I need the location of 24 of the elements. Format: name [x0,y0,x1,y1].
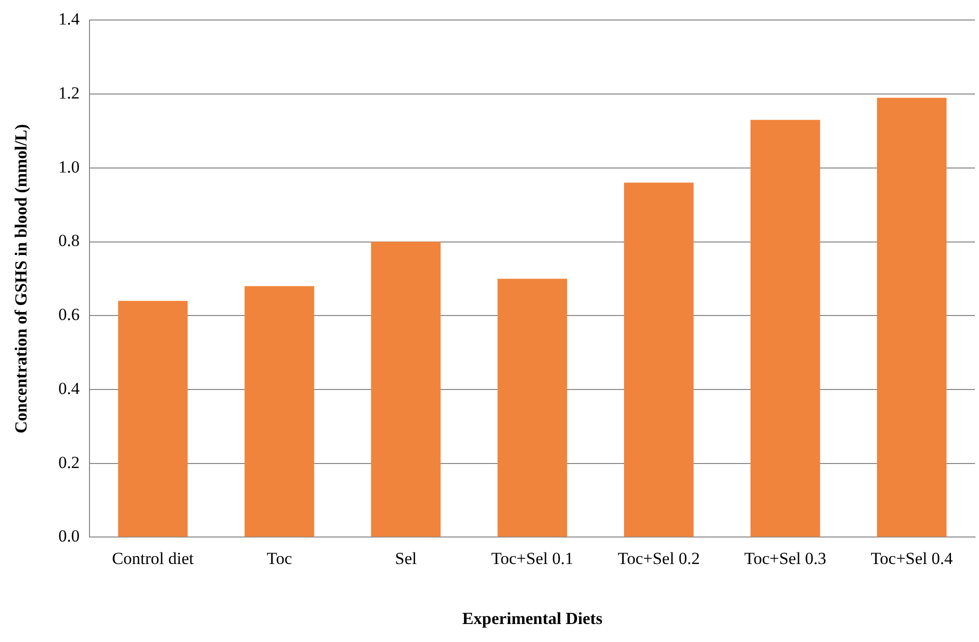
bar [498,278,568,537]
y-tick-label: 1.2 [58,84,80,103]
bar [750,120,820,537]
y-tick-label: 1.4 [58,10,80,29]
bar [244,286,314,537]
y-tick-label: 0.6 [58,305,80,324]
x-tick-label: Toc+Sel 0.3 [744,548,826,568]
bar [371,242,441,537]
x-tick-label: Toc+Sel 0.1 [491,548,574,568]
bar [876,98,947,537]
bar [624,182,694,537]
y-axis-title: Concentration of GSHS in blood (mmol/L) [12,124,31,434]
x-tick-label: Toc+Sel 0.2 [618,548,700,568]
y-tick-label: 0.4 [58,378,80,398]
y-tick-label: 0.0 [58,526,80,546]
x-tick-label: Control diet [112,548,194,568]
bar [118,300,188,537]
x-tick-label: Toc [266,548,292,568]
y-tick-label: 0.2 [58,452,80,472]
y-tick-label: 0.8 [58,231,80,250]
x-axis-title: Experimental Diets [462,609,603,628]
x-tick-label: Sel [394,548,417,568]
x-tick-label: Toc+Sel 0.4 [870,548,954,568]
y-tick-label: 1.0 [58,157,80,176]
